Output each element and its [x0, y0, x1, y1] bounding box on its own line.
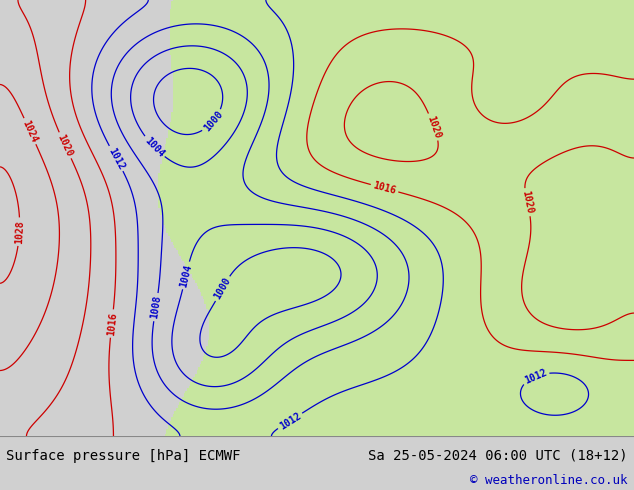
Text: 1024: 1024: [20, 119, 39, 144]
Text: 1012: 1012: [522, 367, 548, 386]
Text: 1000: 1000: [202, 109, 224, 133]
Text: 1020: 1020: [56, 133, 74, 158]
Text: 1020: 1020: [425, 114, 443, 140]
Text: 1020: 1020: [520, 190, 534, 215]
Text: 1016: 1016: [372, 180, 397, 196]
Text: 1012: 1012: [107, 146, 126, 171]
Text: 1028: 1028: [14, 220, 25, 244]
Text: 1000: 1000: [212, 276, 233, 301]
Text: Surface pressure [hPa] ECMWF: Surface pressure [hPa] ECMWF: [6, 449, 241, 463]
Text: 1004: 1004: [178, 263, 193, 288]
Text: 1008: 1008: [149, 295, 163, 319]
Text: 1012: 1012: [278, 410, 302, 431]
Text: Sa 25-05-2024 06:00 UTC (18+12): Sa 25-05-2024 06:00 UTC (18+12): [368, 449, 628, 463]
Text: 1016: 1016: [106, 311, 118, 336]
Text: 1004: 1004: [143, 135, 166, 159]
Text: © weatheronline.co.uk: © weatheronline.co.uk: [470, 474, 628, 487]
